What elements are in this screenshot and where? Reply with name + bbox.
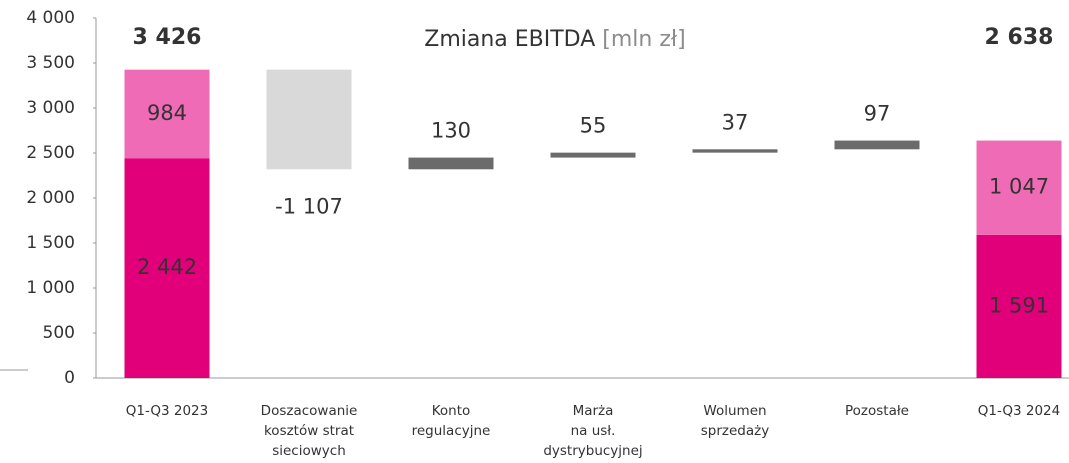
bar-segment bbox=[124, 69, 210, 159]
x-tick-label: Q1-Q3 2023 bbox=[125, 403, 209, 419]
bar-segment bbox=[976, 140, 1062, 235]
y-tick-label: 4 000 bbox=[26, 8, 75, 28]
data-label: 130 bbox=[431, 119, 471, 143]
total-label: 2 638 bbox=[985, 25, 1054, 50]
title-main: Zmiana EBITDA bbox=[424, 27, 595, 52]
data-label: 37 bbox=[722, 110, 749, 134]
data-label: 97 bbox=[864, 102, 891, 126]
y-tick-label: 3 000 bbox=[26, 98, 75, 118]
bar-segment bbox=[124, 158, 210, 378]
x-tick-label: Q1-Q3 2024 bbox=[977, 403, 1061, 419]
y-tick-label: 2 500 bbox=[26, 143, 75, 163]
data-label: 55 bbox=[580, 114, 607, 138]
data-label: 1 047 bbox=[989, 175, 1049, 199]
step-bar bbox=[408, 157, 494, 170]
x-tick-label: Pozostałe bbox=[844, 403, 909, 419]
x-tick-label: Wolumen sprzedaży bbox=[700, 403, 770, 439]
title-unit: [mln zł] bbox=[602, 27, 685, 52]
step-bar bbox=[266, 69, 352, 170]
y-tick-label: 1 000 bbox=[26, 278, 75, 298]
y-tick-label: 0 bbox=[64, 368, 75, 388]
bar-segment bbox=[976, 234, 1062, 378]
total-label: 3 426 bbox=[133, 25, 202, 50]
data-label: 1 591 bbox=[989, 293, 1049, 317]
y-tick-label: 2 000 bbox=[26, 188, 75, 208]
y-tick-label: 500 bbox=[43, 323, 75, 343]
x-tick-label: Marża na usł. dystrybucyjnej bbox=[543, 403, 643, 459]
data-label: 2 442 bbox=[137, 255, 197, 279]
data-label: 984 bbox=[147, 101, 187, 125]
y-tick-label: 3 500 bbox=[26, 53, 75, 73]
y-tick-label: 1 500 bbox=[26, 233, 75, 253]
step-bar bbox=[692, 149, 778, 153]
step-bar bbox=[550, 152, 636, 158]
step-bar bbox=[834, 140, 920, 150]
chart-title: Zmiana EBITDA [mln zł] bbox=[424, 27, 686, 52]
x-tick-label: Doszacowanie kosztów strat sieciowych bbox=[260, 403, 358, 459]
x-tick-label: Konto regulacyjne bbox=[411, 403, 491, 439]
data-label: -1 107 bbox=[275, 194, 343, 218]
